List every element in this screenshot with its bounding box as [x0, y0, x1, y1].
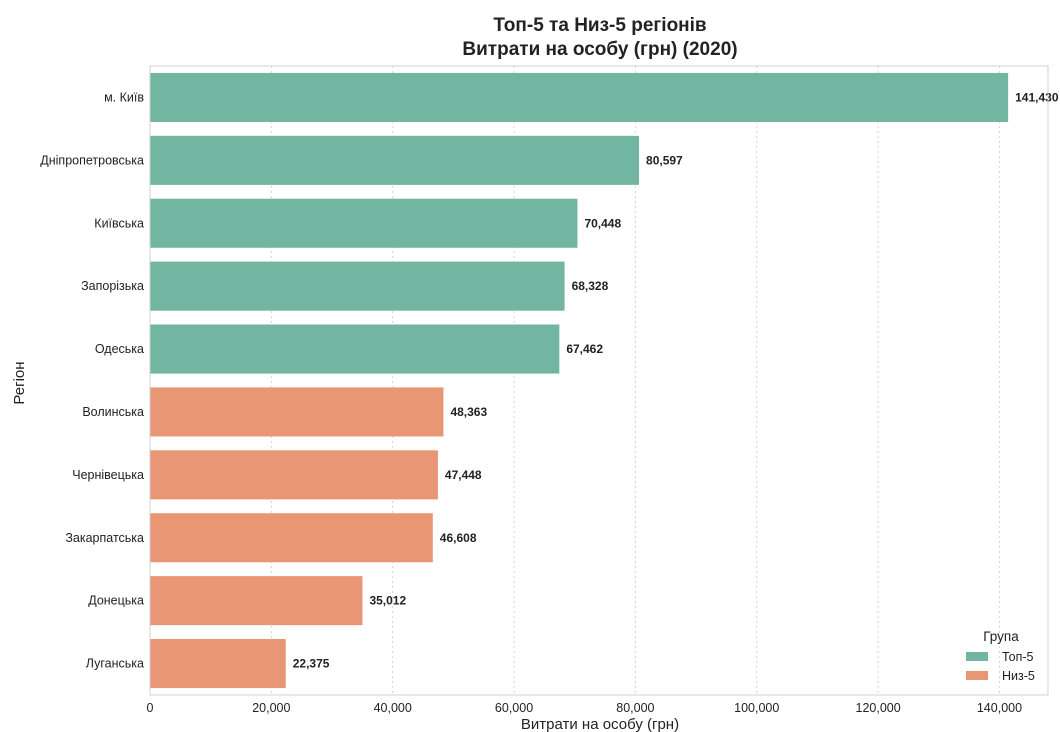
x-tick-label: 80,000	[616, 701, 654, 715]
x-tick-label: 140,000	[977, 701, 1022, 715]
plot-frame	[149, 65, 1049, 696]
bar-value-label: 141,430	[1015, 90, 1059, 104]
legend-entries: Топ-5 Низ-5	[966, 650, 1035, 683]
y-tick-label: Луганська	[86, 657, 144, 671]
bars	[150, 72, 1009, 689]
x-tick-label: 0	[147, 701, 154, 715]
y-axis-ticks: м. Київ Дніпропетровська Київська Запорізьк…	[40, 90, 144, 670]
x-tick-label: 40,000	[374, 701, 412, 715]
bar-value-label: 70,448	[584, 216, 621, 230]
chart-title: Топ-5 та Низ-5 регіонів	[493, 15, 706, 36]
bar-value-label: 67,462	[566, 342, 603, 356]
bar-value-label: 46,608	[440, 531, 477, 545]
chart-subtitle: Витрати на особу (грн) (2020)	[462, 39, 737, 60]
bar-value-label: 48,363	[450, 405, 487, 419]
bar-value-label: 68,328	[572, 279, 609, 293]
bar	[150, 72, 1009, 122]
x-axis-ticks: 0 20,000 40,000 60,000 80,000 100,000 120,000 1…	[147, 701, 1023, 715]
y-tick-label: Запорізька	[81, 279, 144, 293]
legend-swatch	[966, 671, 988, 680]
x-tick-label: 60,000	[495, 701, 533, 715]
bar	[150, 198, 578, 248]
y-tick-label: Донецька	[88, 594, 144, 608]
y-tick-label: м. Київ	[104, 90, 144, 104]
bar	[150, 135, 640, 185]
x-axis-label: Витрати на особу (грн)	[521, 716, 679, 732]
x-tick-label: 120,000	[856, 701, 901, 715]
bar	[150, 387, 444, 437]
x-tick-label: 100,000	[734, 701, 779, 715]
bar	[150, 261, 565, 311]
y-tick-label: Одеська	[95, 342, 144, 356]
bar	[150, 513, 433, 563]
legend-entry-label: Топ-5	[1002, 650, 1034, 664]
y-tick-label: Волинська	[82, 405, 144, 419]
y-tick-label: Закарпатська	[65, 531, 144, 545]
legend: Група Топ-5 Низ-5	[966, 629, 1035, 683]
y-tick-label: Чернівецька	[72, 468, 144, 482]
x-tick-label: 20,000	[252, 701, 290, 715]
bar	[150, 576, 363, 626]
bar-value-label: 35,012	[369, 594, 406, 608]
y-tick-label: Київська	[94, 216, 144, 230]
legend-title: Група	[983, 629, 1019, 644]
y-axis-label: Регіон	[11, 361, 28, 404]
bar-value-label: 80,597	[646, 153, 683, 167]
bar-value-label: 22,375	[293, 657, 330, 671]
legend-entry-label: Низ-5	[1002, 669, 1035, 683]
bar-value-label: 47,448	[445, 468, 482, 482]
bar	[150, 324, 560, 374]
bar	[150, 639, 286, 689]
bar	[150, 450, 438, 500]
legend-swatch	[966, 652, 988, 661]
value-labels: 141,430 80,597 70,448 68,328 67,462 48,363 47,…	[293, 90, 1059, 670]
y-tick-label: Дніпропетровська	[40, 153, 144, 167]
